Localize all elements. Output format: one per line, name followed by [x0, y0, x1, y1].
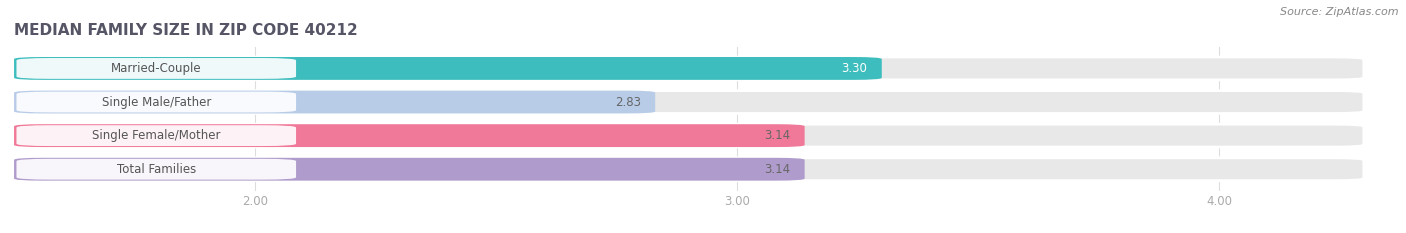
FancyBboxPatch shape: [14, 124, 1364, 147]
Text: Single Female/Mother: Single Female/Mother: [91, 129, 221, 142]
FancyBboxPatch shape: [14, 57, 1364, 80]
Text: Source: ZipAtlas.com: Source: ZipAtlas.com: [1281, 7, 1399, 17]
FancyBboxPatch shape: [17, 125, 297, 146]
Text: 2.83: 2.83: [614, 96, 641, 109]
FancyBboxPatch shape: [14, 158, 1364, 181]
Text: Married-Couple: Married-Couple: [111, 62, 201, 75]
Text: Single Male/Father: Single Male/Father: [101, 96, 211, 109]
Text: 3.14: 3.14: [763, 129, 790, 142]
FancyBboxPatch shape: [17, 58, 297, 79]
FancyBboxPatch shape: [14, 91, 1364, 113]
Text: MEDIAN FAMILY SIZE IN ZIP CODE 40212: MEDIAN FAMILY SIZE IN ZIP CODE 40212: [14, 24, 357, 38]
Text: 3.14: 3.14: [763, 163, 790, 176]
Text: 3.30: 3.30: [841, 62, 868, 75]
FancyBboxPatch shape: [14, 91, 655, 113]
FancyBboxPatch shape: [17, 159, 297, 180]
Text: Total Families: Total Families: [117, 163, 195, 176]
FancyBboxPatch shape: [14, 124, 804, 147]
FancyBboxPatch shape: [17, 92, 297, 113]
FancyBboxPatch shape: [14, 57, 882, 80]
FancyBboxPatch shape: [14, 158, 804, 181]
